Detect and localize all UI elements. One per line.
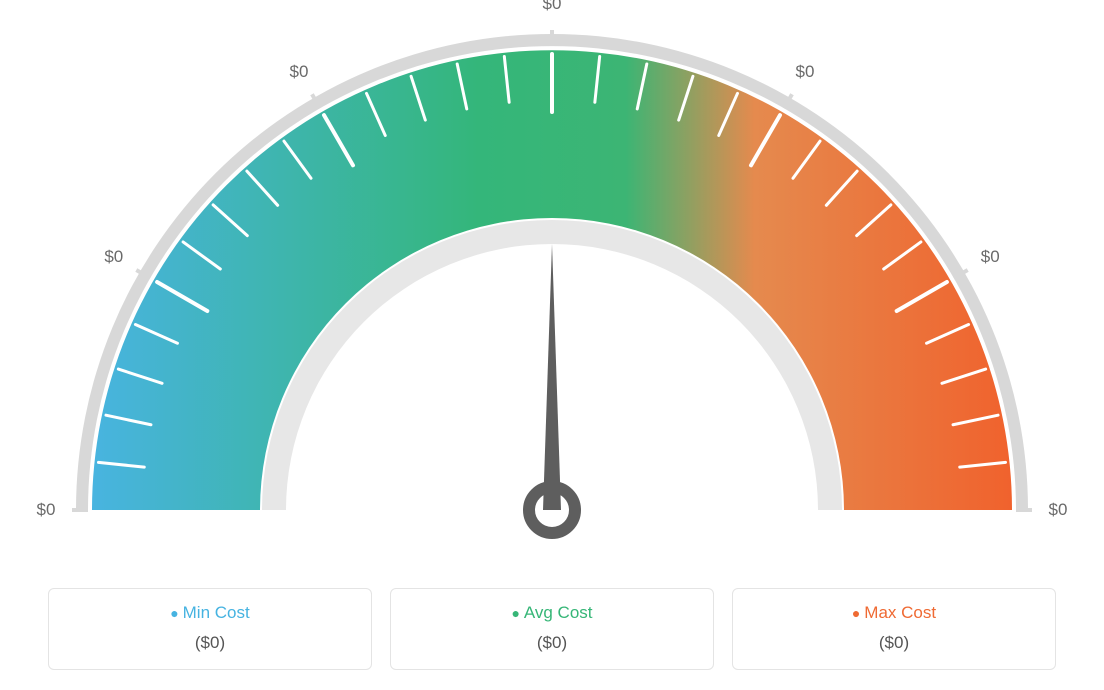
- gauge-svg: [0, 0, 1104, 560]
- gauge-area: $0 $0 $0 $0 $0 $0 $0: [0, 0, 1104, 560]
- legend-card-max: Max Cost ($0): [732, 588, 1056, 670]
- gauge-tick-label: $0: [796, 62, 815, 82]
- legend-value-avg: ($0): [401, 633, 703, 653]
- legend-card-avg: Avg Cost ($0): [390, 588, 714, 670]
- gauge-tick-label: $0: [981, 247, 1000, 267]
- gauge-tick-label: $0: [290, 62, 309, 82]
- gauge-tick-label: $0: [543, 0, 562, 14]
- gauge-tick-label: $0: [1049, 500, 1068, 520]
- legend-card-min: Min Cost ($0): [48, 588, 372, 670]
- gauge-needle: [543, 244, 561, 510]
- legend-value-min: ($0): [59, 633, 361, 653]
- legend-label-avg: Avg Cost: [401, 603, 703, 623]
- cost-gauge-chart: $0 $0 $0 $0 $0 $0 $0 Min Cost ($0) Avg Cost ($…: [0, 0, 1104, 690]
- legend-row: Min Cost ($0) Avg Cost ($0) Max Cost ($0…: [48, 588, 1056, 670]
- legend-label-max: Max Cost: [743, 603, 1045, 623]
- legend-label-min: Min Cost: [59, 603, 361, 623]
- gauge-tick-label: $0: [104, 247, 123, 267]
- legend-value-max: ($0): [743, 633, 1045, 653]
- gauge-tick-label: $0: [37, 500, 56, 520]
